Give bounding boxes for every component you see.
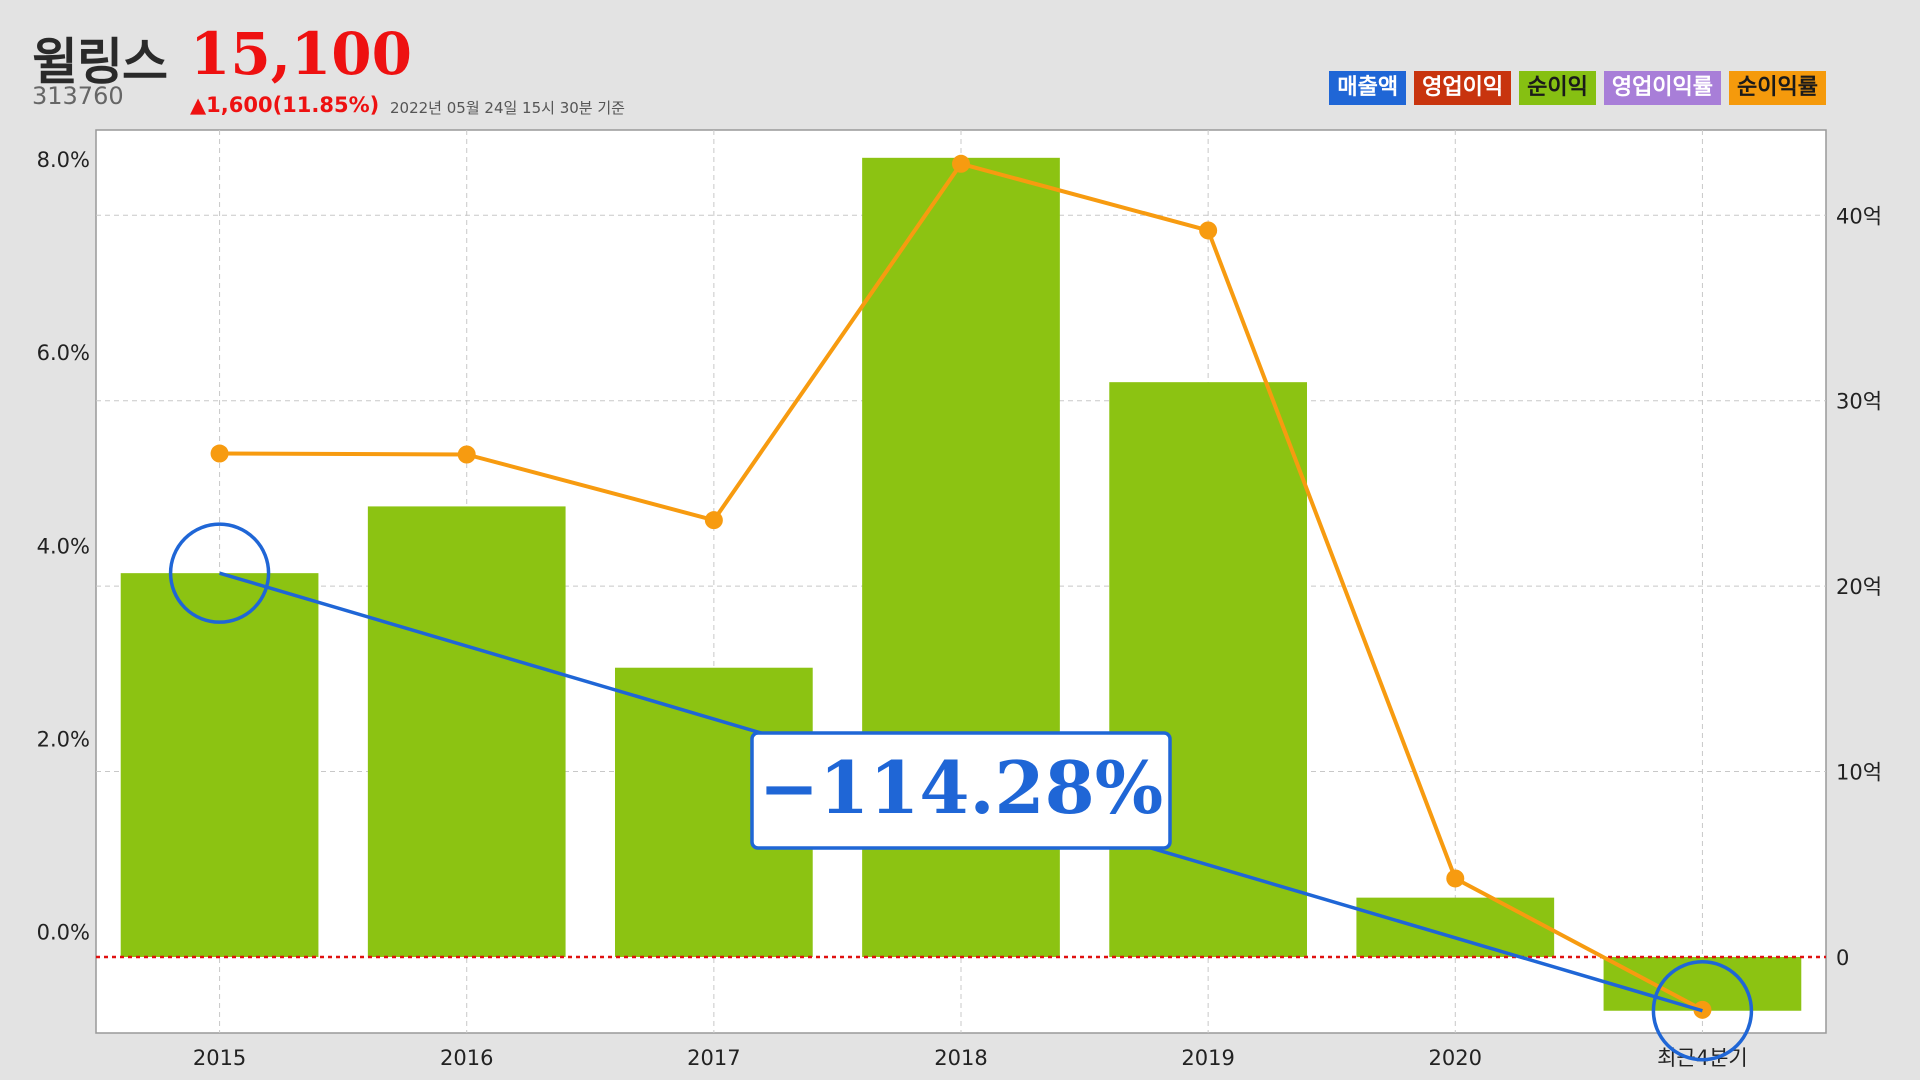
series-point bbox=[457, 445, 476, 464]
trend-label-box bbox=[750, 731, 1172, 850]
legend-item-revenue: 매출액 bbox=[1329, 71, 1407, 105]
trend-start-marker bbox=[168, 522, 271, 624]
left-tick-label: 4.0% bbox=[37, 534, 90, 558]
series-point bbox=[1199, 221, 1218, 240]
x-tick-label: 2017 bbox=[687, 1046, 740, 1070]
left-tick-label: 0.0% bbox=[37, 921, 90, 945]
price-change: ▲1,600(11.85%) bbox=[190, 93, 380, 117]
trend-label: −114.28% bbox=[759, 745, 1163, 830]
series-point bbox=[952, 154, 970, 173]
left-tick-label: 2.0% bbox=[37, 727, 90, 751]
x-tick-label: 2020 bbox=[1429, 1046, 1482, 1070]
legend-item-operating-margin: 영업이익률 bbox=[1603, 71, 1722, 105]
bar bbox=[120, 573, 319, 957]
series-point bbox=[1446, 869, 1465, 888]
stock-code: 313760 bbox=[32, 82, 124, 110]
legend-item-net-margin: 순이익률 bbox=[1729, 71, 1826, 105]
x-tick-label: 2016 bbox=[440, 1046, 493, 1070]
left-tick-label: 8.0% bbox=[37, 148, 90, 172]
legend-item-net-profit: 순이익 bbox=[1519, 71, 1596, 105]
trend-end-marker bbox=[1651, 959, 1754, 1062]
series-point bbox=[210, 444, 229, 463]
bar bbox=[1356, 897, 1555, 957]
right-tick-label: 30억 bbox=[1836, 390, 1882, 414]
bar bbox=[367, 506, 566, 957]
right-tick-label: 0 bbox=[1836, 946, 1849, 970]
right-tick-label: 20억 bbox=[1836, 575, 1882, 599]
x-tick-label: 2015 bbox=[193, 1046, 246, 1070]
right-tick-label: 10억 bbox=[1836, 761, 1882, 785]
stock-price: 15,100 bbox=[190, 20, 412, 88]
series-point bbox=[704, 511, 723, 530]
company-name: 윌링스 bbox=[32, 33, 168, 91]
x-tick-label: 2018 bbox=[934, 1046, 987, 1070]
bar bbox=[1109, 382, 1307, 957]
right-tick-label: 40억 bbox=[1836, 204, 1882, 228]
legend-item-operating-profit: 영업이익 bbox=[1414, 71, 1512, 105]
legend: 매출액 영업이익 순이익 영업이익률 순이익률 bbox=[1329, 71, 1826, 105]
x-tick-label: 2019 bbox=[1181, 1046, 1234, 1070]
timestamp: 2022년 05월 24일 15시 30분 기준 bbox=[390, 99, 625, 117]
left-tick-label: 6.0% bbox=[37, 341, 90, 365]
